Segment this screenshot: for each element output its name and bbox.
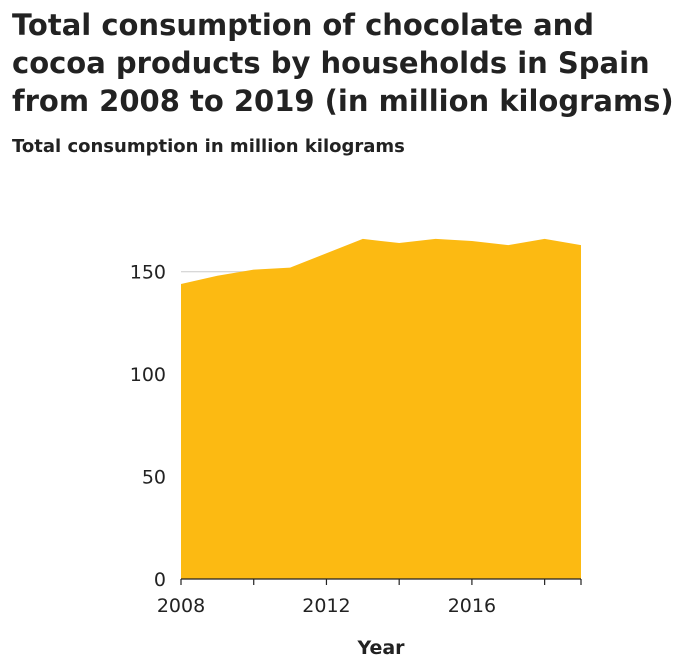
- y-tick-label-0: 0: [154, 569, 166, 591]
- chart-title: Total consumption of chocolate and cocoa…: [12, 8, 674, 118]
- y-tick-label-50: 50: [142, 467, 166, 489]
- area-layer: [181, 238, 581, 580]
- x-tick-label-2012: 2012: [302, 595, 350, 617]
- y-axis: 0 50 100 150: [130, 262, 166, 591]
- y-axis-label: Total consumption in million kilograms: [12, 136, 405, 157]
- x-axis-label: Year: [356, 637, 405, 659]
- x-tick-label-2016: 2016: [448, 595, 496, 617]
- x-tick-label-2008: 2008: [157, 595, 205, 617]
- y-tick-label-150: 150: [130, 262, 166, 284]
- y-tick-label-100: 100: [130, 364, 166, 386]
- x-axis: 2008 2012 2016: [157, 578, 582, 617]
- consumption-area: [181, 238, 581, 580]
